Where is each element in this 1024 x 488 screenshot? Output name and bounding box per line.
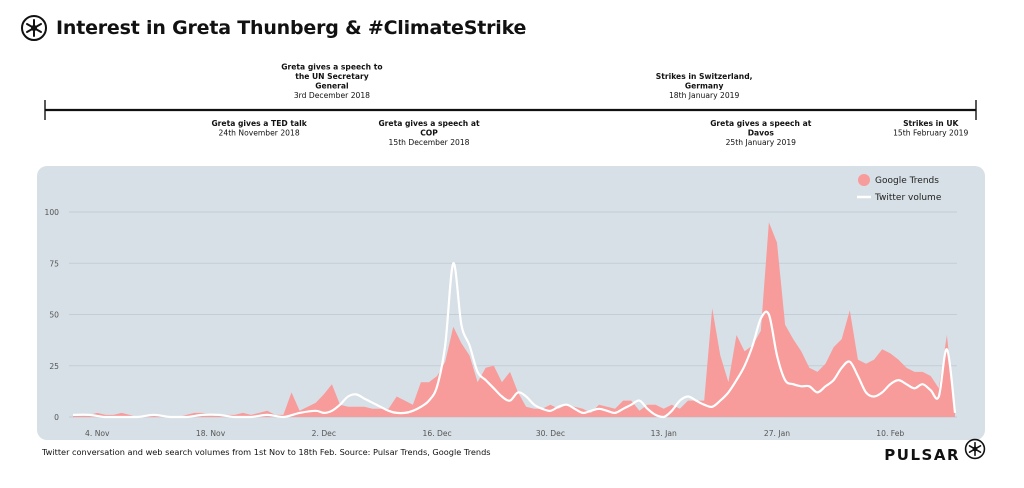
x-tick-label: 30. Dec [536,429,565,438]
brand-footer: PULSAR [884,438,986,464]
timeline-event-date: 3rd December 2018 [294,91,370,100]
timeline-event-title: Greta gives a speech to [281,63,382,72]
pulsar-logo-icon [21,15,47,41]
chart-legend: Google Trends Twitter volume [857,174,942,203]
timeline-event-title: Greta gives a speech at [710,119,812,128]
timeline-event-date: 24th November 2018 [219,129,300,138]
y-tick-label: 0 [54,413,59,422]
timeline-event-title: COP [420,129,438,138]
x-tick-label: 18. Nov [196,429,226,438]
source-footnote: Twitter conversation and web search volu… [42,447,491,457]
timeline-event-date: 25th January 2019 [726,138,797,147]
google-trends-area [73,222,955,417]
timeline-event-title: Strikes in UK [903,119,959,128]
timeline-event-title: Greta gives a speech at [378,119,480,128]
interest-chart: 0 25 50 75 100 4. Nov 18. Nov 2. Dec 16. Dec 30. … [45,174,957,438]
timeline-event-date: 15th February 2019 [893,129,968,138]
timeline-event-title: the UN Secretary [295,72,369,81]
x-tick-label: 4. Nov [85,429,110,438]
y-tick-label: 50 [49,311,59,320]
timeline-event-title: Strikes in Switzerland, [656,72,753,81]
y-tick-label: 25 [49,362,59,371]
timeline-event-title: General [315,82,348,91]
timeline-event-date: 18th January 2019 [669,91,740,100]
y-tick-label: 100 [45,208,60,217]
legend-label-twitter-volume: Twitter volume [874,193,942,203]
x-tick-label: 2. Dec [312,429,336,438]
page-title: Interest in Greta Thunberg & #ClimateStr… [56,17,527,39]
timeline-event-title: Davos [748,129,775,138]
x-tick-label: 16. Dec [423,429,452,438]
timeline-event-title: Greta gives a TED talk [211,119,307,128]
legend-label-google-trends: Google Trends [875,176,939,186]
timeline-event-date: 15th December 2018 [389,138,470,147]
x-tick-label: 13. Jan [651,429,677,438]
x-tick-label: 10. Feb [876,429,904,438]
pulsar-logo-icon [964,438,986,460]
twitter-volume-line [72,262,957,419]
brand-name: PULSAR [884,446,960,464]
legend-swatch-google-trends [858,174,870,186]
y-tick-label: 75 [49,259,59,268]
timeline-event-title: Germany [685,82,724,91]
x-tick-label: 27. Jan [764,429,790,438]
